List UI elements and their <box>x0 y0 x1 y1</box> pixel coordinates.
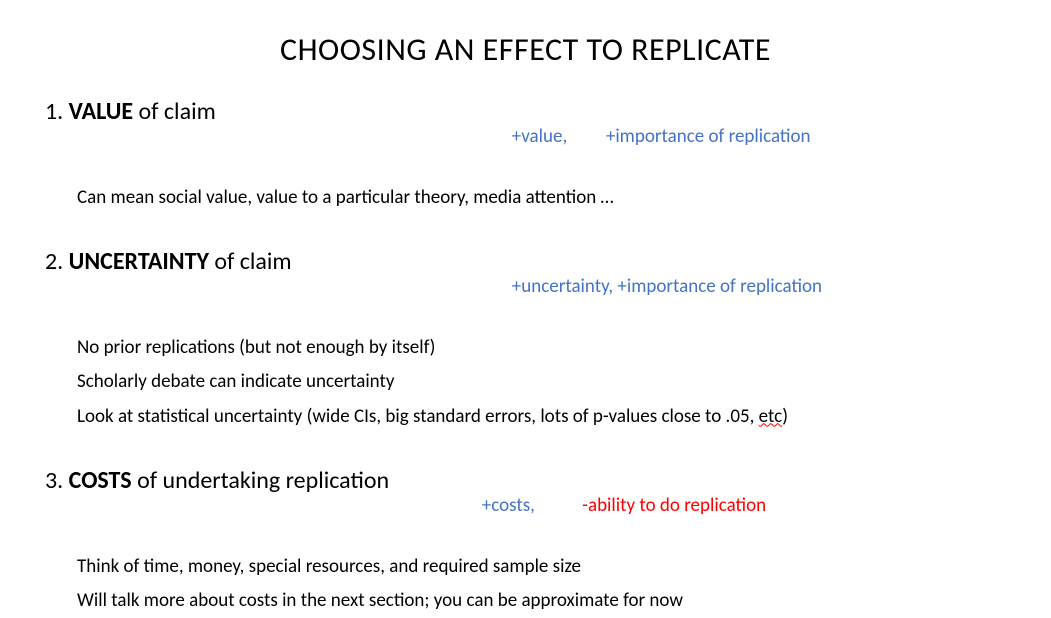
bullet-3-0: Think of time, money, special resources,… <box>77 550 1006 584</box>
ann-right-1: +importance of replication <box>606 125 811 148</box>
bullets-2: No prior replications (but not enough by… <box>45 331 1006 434</box>
section-uncertainty: 2. UNCERTAINTY of claim +uncertainty, +i… <box>45 247 1006 434</box>
section-value: 1. VALUE of claim +value, +importance of… <box>45 97 1006 215</box>
bullet-2-1: Scholarly debate can indicate uncertaint… <box>77 365 1006 399</box>
bullets-1: Can mean social value, value to a partic… <box>45 181 1006 215</box>
ann-right-3: -ability to do replication <box>582 494 766 517</box>
section-annotation-3: +costs, -ability to do replication <box>436 471 1006 540</box>
section-annotation-2: +uncertainty, +importance of replication <box>466 252 1006 321</box>
section-rest-2: of claim <box>209 247 292 276</box>
section-rest-1: of claim <box>133 97 216 126</box>
ann-left-3: +costs, <box>482 494 535 517</box>
section-keyword-3: COSTS <box>69 466 132 495</box>
section-title-2: 2. UNCERTAINTY of claim <box>45 247 292 276</box>
ann-gap-1 <box>567 125 606 148</box>
bullets-3: Think of time, money, special resources,… <box>45 550 1006 618</box>
section-title-3: 3. COSTS of undertaking replication <box>45 466 389 495</box>
section-keyword-2: UNCERTAINTY <box>69 247 209 276</box>
slide-title: CHOOSING AN EFFECT TO REPLICATE <box>45 30 1006 69</box>
section-header-2: 2. UNCERTAINTY of claim +uncertainty, +i… <box>45 247 1006 321</box>
section-number-3: 3. <box>45 466 63 495</box>
ann-left-1: +value, <box>512 125 567 148</box>
section-number-1: 1. <box>45 97 63 126</box>
bullet-1-0: Can mean social value, value to a partic… <box>77 181 1006 215</box>
section-rest-3: of undertaking replication <box>132 466 389 495</box>
ann-gap-3 <box>535 494 582 517</box>
spellcheck-etc: etc <box>759 405 783 428</box>
section-keyword-1: VALUE <box>69 97 133 126</box>
section-annotation-1: +value, +importance of replication <box>466 102 1006 171</box>
ann-left-2: +uncertainty, <box>512 275 613 298</box>
section-header-1: 1. VALUE of claim +value, +importance of… <box>45 97 1006 171</box>
ann-right-2: +importance of replication <box>617 275 822 298</box>
section-header-3: 3. COSTS of undertaking replication +cos… <box>45 466 1006 540</box>
bullet-3-1: Will talk more about costs in the next s… <box>77 584 1006 618</box>
section-title-1: 1. VALUE of claim <box>45 97 216 126</box>
bullet-2-0: No prior replications (but not enough by… <box>77 331 1006 365</box>
section-costs: 3. COSTS of undertaking replication +cos… <box>45 466 1006 618</box>
bullet-2-2: Look at statistical uncertainty (wide CI… <box>77 400 1006 434</box>
section-number-2: 2. <box>45 247 63 276</box>
